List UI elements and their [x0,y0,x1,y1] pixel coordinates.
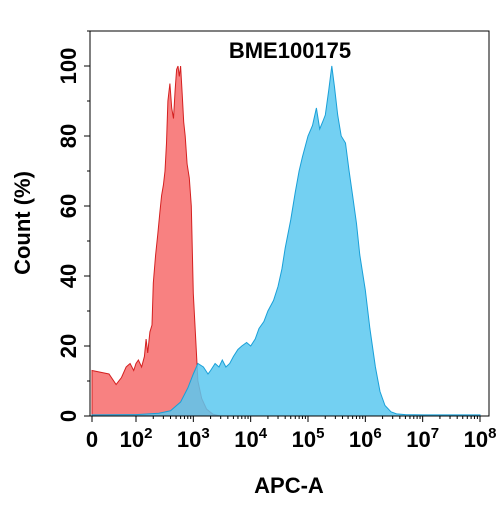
x-axis-label: APC-A [254,473,324,498]
y-tick-label: 40 [56,264,81,288]
y-tick-label: 100 [56,48,81,85]
y-tick-label: 0 [56,410,81,422]
y-tick-label: 80 [56,124,81,148]
x-tick-label: 103 [177,425,210,452]
chart-title: BME100175 [229,38,351,63]
x-tick-label: 104 [234,425,267,452]
series-layer [91,65,481,417]
x-tick-label: 0 [86,427,98,452]
y-tick-label: 20 [56,334,81,358]
plot-frame [89,30,490,417]
histogram-series-1 [91,65,221,417]
y-axis-label: Count (%) [10,171,35,275]
x-axis: 0 102 103 104 105 106 107 108 [86,416,497,452]
x-tick-label: 108 [464,425,497,452]
x-tick-label: 106 [349,425,382,452]
y-axis: 0 20 40 60 80 100 [56,30,90,422]
x-tick-label: 105 [292,425,325,452]
y-tick-label: 60 [56,194,81,218]
x-tick-label: 102 [120,425,153,452]
histogram-series-2 [91,65,481,417]
x-tick-label: 107 [406,425,439,452]
